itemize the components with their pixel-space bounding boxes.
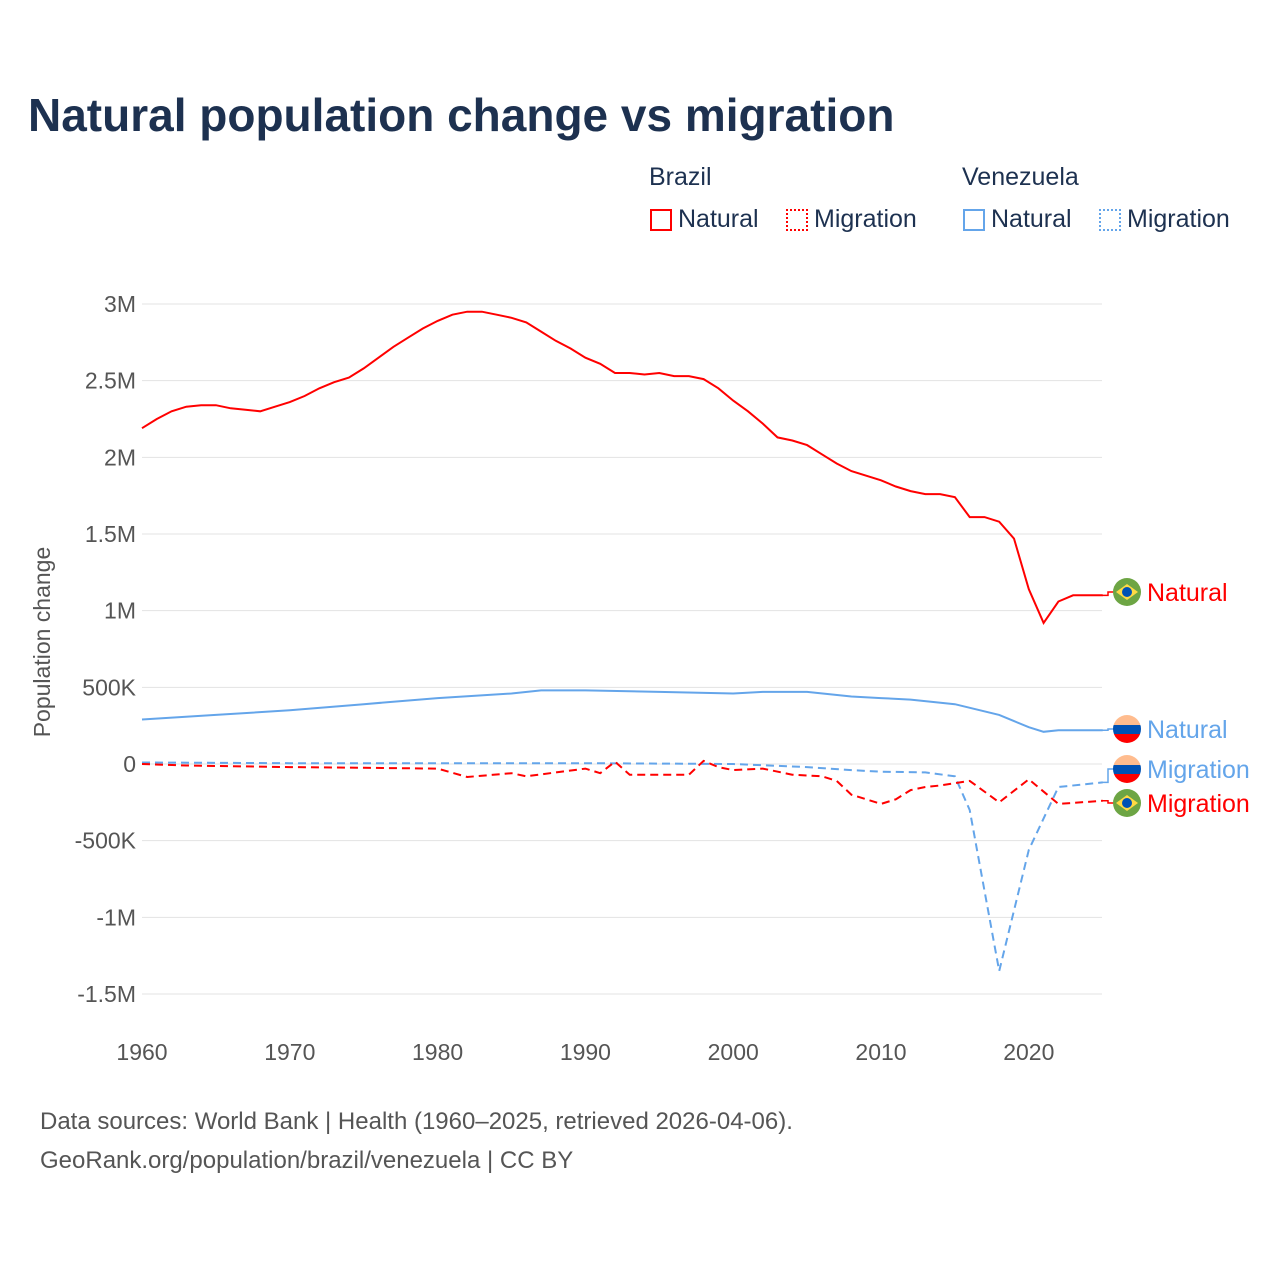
series-line-venezuela-migration — [141, 761, 1103, 972]
y-tick-label: 500K — [82, 674, 136, 700]
brazil-flag-icon — [1113, 789, 1141, 817]
end-connector — [1102, 768, 1114, 784]
y-tick-label: 0 — [123, 751, 136, 777]
end-connector — [1102, 728, 1114, 732]
legend-item-brazil-natural[interactable]: Natural — [650, 205, 759, 234]
chart-title: Natural population change vs migration — [28, 89, 895, 141]
x-tick-label: 2020 — [1003, 1039, 1054, 1065]
y-axis-label: Population change — [29, 547, 55, 738]
legend-label: Natural — [991, 205, 1072, 233]
series-end-label: Migration — [1147, 790, 1250, 818]
legend-group-brazil: Brazil — [649, 163, 712, 191]
x-tick-label: 1990 — [560, 1039, 611, 1065]
x-tick-label: 2010 — [855, 1039, 906, 1065]
y-tick-label: 2M — [104, 444, 136, 470]
series-line-venezuela-natural — [141, 689, 1103, 733]
series-line-brazil-migration — [141, 759, 1103, 805]
y-tick-label: -1.5M — [77, 981, 136, 1007]
footer-link[interactable]: GeoRank.org/population/brazil/venezuela … — [40, 1147, 574, 1174]
series-end-label: Migration — [1147, 756, 1250, 784]
series-end-label: Natural — [1147, 579, 1228, 607]
legend-swatch — [650, 208, 672, 231]
end-connector — [1102, 591, 1114, 597]
y-tick-label: 1.5M — [85, 521, 136, 547]
legend-swatch — [963, 208, 985, 231]
legend-swatch — [1099, 208, 1121, 231]
y-tick-label: -1M — [96, 904, 136, 930]
venezuela-flag-icon — [1113, 755, 1141, 783]
legend-swatch — [786, 208, 808, 231]
legend-item-venezuela-migration[interactable]: Migration — [1099, 205, 1230, 234]
series-line-brazil-natural — [141, 310, 1103, 625]
legend-group-venezuela: Venezuela — [962, 163, 1079, 191]
venezuela-flag-icon — [1113, 715, 1141, 743]
x-tick-label: 1960 — [116, 1039, 167, 1065]
legend-label: Natural — [678, 205, 759, 233]
end-connector — [1102, 800, 1114, 804]
y-tick-label: 3M — [104, 291, 136, 317]
brazil-flag-icon — [1113, 578, 1141, 606]
x-tick-label: 2000 — [708, 1039, 759, 1065]
x-tick-label: 1980 — [412, 1039, 463, 1065]
legend-item-brazil-migration[interactable]: Migration — [786, 205, 917, 234]
y-tick-label: 1M — [104, 598, 136, 624]
series-end-label: Natural — [1147, 716, 1228, 744]
legend-item-venezuela-natural[interactable]: Natural — [963, 205, 1072, 234]
legend-label: Migration — [814, 205, 917, 233]
x-tick-label: 1970 — [264, 1039, 315, 1065]
y-tick-label: 2.5M — [85, 368, 136, 394]
footer-sources: Data sources: World Bank | Health (1960–… — [40, 1108, 793, 1135]
y-tick-label: -500K — [75, 828, 137, 854]
legend-label: Migration — [1127, 205, 1230, 233]
